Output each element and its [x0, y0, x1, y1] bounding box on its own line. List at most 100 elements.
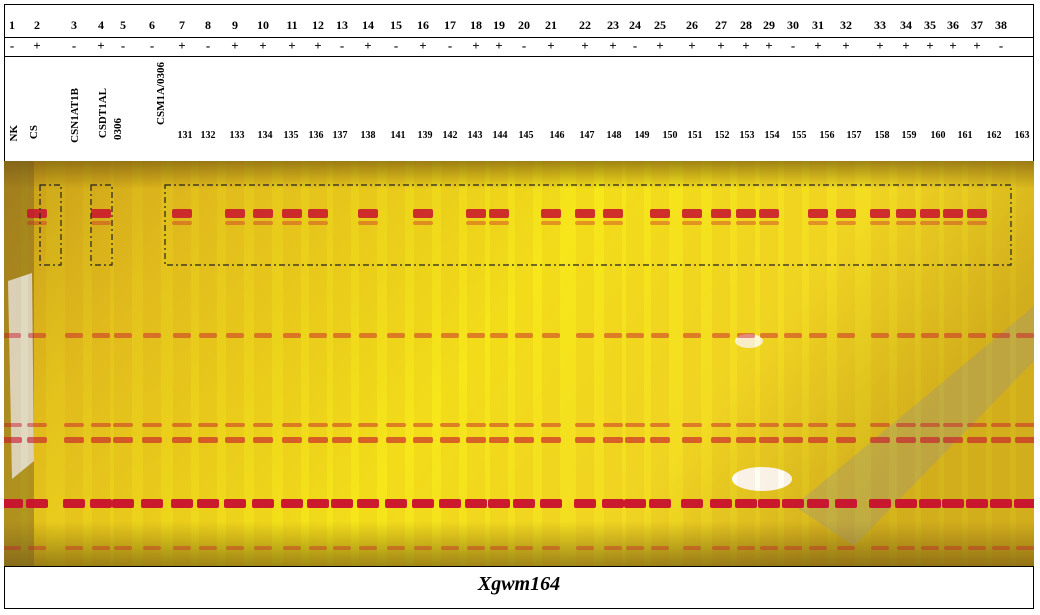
divider — [4, 56, 1034, 57]
middle-band — [784, 333, 802, 338]
lane-sign: + — [609, 38, 617, 53]
lane-sign: + — [547, 38, 555, 53]
lower-band — [625, 437, 645, 443]
middle-band — [575, 423, 595, 427]
sample-label: 161 — [957, 130, 973, 141]
lane-sign: + — [259, 38, 267, 53]
middle-band — [489, 423, 509, 427]
faint-band — [944, 546, 962, 550]
upper-band-shadow — [967, 221, 987, 225]
faint-band — [387, 546, 405, 550]
lower-band — [332, 437, 352, 443]
faint-band — [576, 546, 594, 550]
bottom-band — [895, 499, 917, 508]
middle-band — [414, 333, 432, 338]
vertical-label: 0306 — [112, 118, 124, 140]
gel-caption: Xgwm164 — [477, 573, 561, 595]
lane-number: 4 — [98, 18, 104, 32]
lane-number: 31 — [812, 18, 824, 32]
upper-band — [736, 209, 756, 218]
lane-number: 12 — [312, 18, 324, 32]
upper-band — [466, 209, 486, 218]
middle-band — [576, 333, 594, 338]
lane-sign: - — [393, 38, 399, 53]
bottom-band — [942, 499, 964, 508]
middle-band — [413, 423, 433, 427]
sample-label: 148 — [606, 130, 622, 141]
bottom-band — [224, 499, 246, 508]
lane-number: 17 — [444, 18, 456, 32]
upper-band-shadow — [27, 221, 47, 225]
middle-band — [603, 423, 623, 427]
upper-band — [682, 209, 702, 218]
bottom-band — [574, 499, 596, 508]
faint-band — [604, 546, 622, 550]
lane-smear — [809, 161, 827, 566]
gel-image — [4, 161, 1034, 566]
lower-band — [91, 437, 111, 443]
lower-band — [282, 437, 302, 443]
bottom-band — [141, 499, 163, 508]
sample-label: 162 — [986, 130, 1002, 141]
middle-band — [254, 333, 272, 338]
lower-band — [113, 437, 133, 443]
upper-band — [808, 209, 828, 218]
sample-label: 153 — [739, 130, 755, 141]
lane-smear — [4, 161, 21, 566]
gel-lanes — [4, 161, 1034, 566]
middle-band — [386, 423, 406, 427]
middle-band — [173, 333, 191, 338]
faint-band — [114, 546, 132, 550]
middle-band — [387, 333, 405, 338]
upper-band — [575, 209, 595, 218]
lower-band — [603, 437, 623, 443]
upper-band — [172, 209, 192, 218]
middle-band — [440, 423, 460, 427]
lane-number: 8 — [205, 18, 211, 32]
divider — [4, 37, 1034, 38]
lane-sign: + — [656, 38, 664, 53]
upper-band — [91, 209, 111, 218]
middle-band — [253, 423, 273, 427]
lane-number: 27 — [715, 18, 727, 32]
sample-label: 150 — [662, 130, 678, 141]
bottom-band — [602, 499, 624, 508]
light-glare — [732, 467, 792, 491]
middle-band — [466, 423, 486, 427]
lane-sign: - — [120, 38, 126, 53]
sample-label: 142 — [442, 130, 458, 141]
middle-band — [172, 423, 192, 427]
bottom-band — [90, 499, 112, 508]
upper-band — [27, 209, 47, 218]
faint-band — [173, 546, 191, 550]
middle-band — [4, 423, 22, 427]
lane-smear — [968, 161, 986, 566]
middle-band — [514, 423, 534, 427]
lane-number: 35 — [924, 18, 936, 32]
sample-label: 141 — [390, 130, 406, 141]
lane-smear — [333, 161, 351, 566]
lower-band — [759, 437, 779, 443]
bottom-band — [758, 499, 780, 508]
lane-smear — [467, 161, 485, 566]
middle-band — [359, 333, 377, 338]
upper-band-shadow — [650, 221, 670, 225]
faint-band — [784, 546, 802, 550]
middle-band — [808, 423, 828, 427]
lane-number: 13 — [336, 18, 348, 32]
lane-smear — [992, 161, 1010, 566]
upper-band-shadow — [896, 221, 916, 225]
sample-label: 145 — [518, 130, 534, 141]
lane-sign: + — [231, 38, 239, 53]
bottom-band — [513, 499, 535, 508]
faint-band — [333, 546, 351, 550]
lane-smear — [921, 161, 939, 566]
lane-number: 24 — [629, 18, 641, 32]
lane-number: 11 — [286, 18, 298, 32]
middle-band — [836, 423, 856, 427]
upper-band-shadow — [282, 221, 302, 225]
faint-band — [92, 546, 110, 550]
bottom-band — [439, 499, 461, 508]
lane-sign: + — [876, 38, 884, 53]
highlight-box — [39, 184, 62, 266]
